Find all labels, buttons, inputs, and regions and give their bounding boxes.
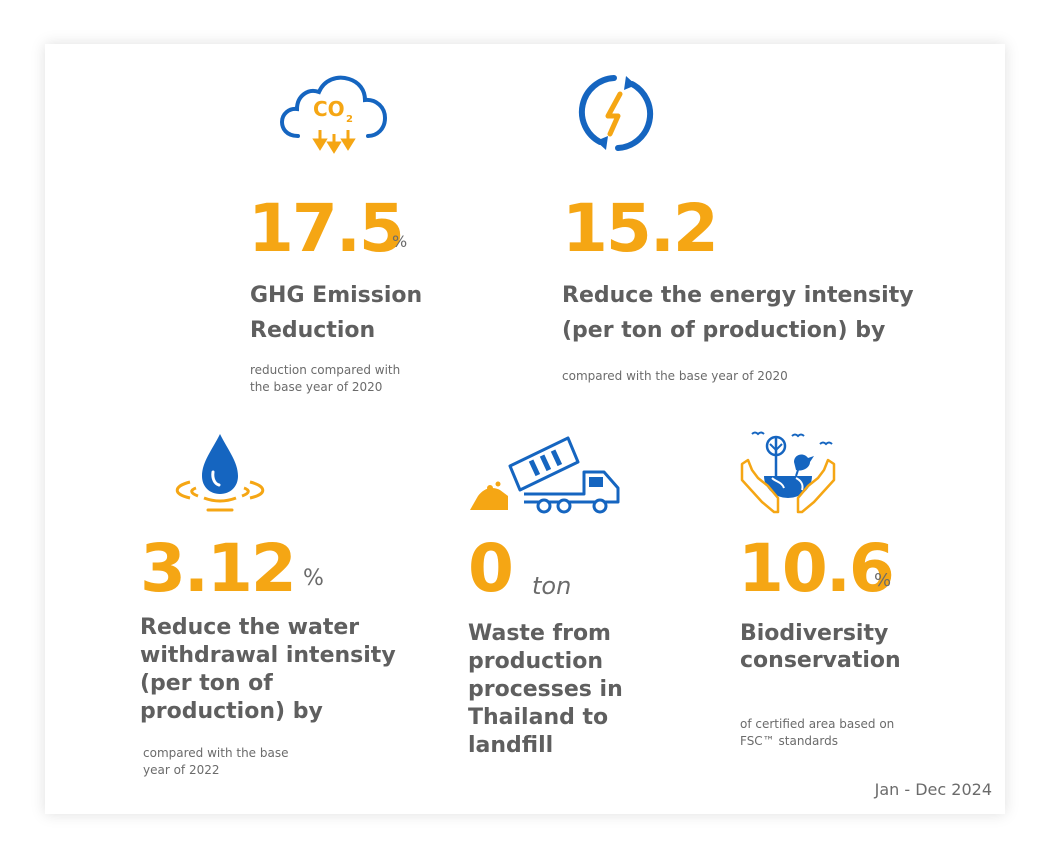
- reporting-period: Jan - Dec 2024: [874, 780, 992, 799]
- energy-value: 15.2: [562, 190, 719, 267]
- waste-value: 0: [468, 530, 514, 607]
- water-title-line3: (per ton of: [140, 671, 273, 696]
- ghg-title-line2: Reduction: [250, 318, 376, 343]
- co2-subscript: 2: [346, 114, 353, 125]
- waste-title-line3: processes in: [468, 677, 623, 702]
- water-note-line1: compared with the base: [143, 746, 289, 760]
- ghg-title-line1: GHG Emission: [250, 283, 423, 308]
- co2-label: CO: [313, 97, 345, 121]
- biodiversity-note-line1: of certified area based on: [740, 717, 895, 731]
- ghg-value: 17.5: [248, 190, 405, 267]
- energy-cycle-icon: [570, 72, 662, 154]
- water-note-line2: year of 2022: [143, 763, 220, 777]
- biodiversity-note-line2: FSC™ standards: [740, 734, 838, 748]
- infographic-card: [45, 44, 1005, 814]
- water-unit: %: [303, 566, 324, 591]
- ghg-unit: %: [392, 232, 408, 251]
- energy-title-line1: Reduce the energy intensity: [562, 283, 914, 308]
- energy-note-line1: compared with the base year of 2020: [562, 369, 788, 383]
- water-title-line1: Reduce the water: [140, 615, 360, 640]
- dump-truck-icon: [468, 432, 624, 516]
- water-value: 3.12: [140, 530, 297, 607]
- energy-title-line2: (per ton of production) by: [562, 318, 886, 343]
- biodiversity-title-line2: conservation: [740, 648, 901, 673]
- waste-unit: ton: [532, 572, 572, 600]
- ghg-note-line1: reduction compared with: [250, 363, 401, 377]
- waste-title-line1: Waste from: [468, 621, 611, 646]
- waste-title-line2: production: [468, 649, 603, 674]
- waste-title-line4: Thailand to: [468, 705, 609, 730]
- waste-title-line5: landfill: [468, 733, 554, 758]
- co2-cloud-icon: CO 2: [280, 72, 390, 154]
- water-drop-icon: [168, 432, 272, 516]
- biodiversity-value: 10.6: [738, 530, 895, 607]
- water-title-line4: production) by: [140, 699, 323, 724]
- water-title-line2: withdrawal intensity: [140, 643, 396, 668]
- biodiversity-title-line1: Biodiversity: [740, 621, 889, 646]
- biodiversity-unit: %: [874, 570, 892, 591]
- biodiversity-hands-icon: [738, 424, 838, 516]
- ghg-note-line2: the base year of 2020: [250, 380, 383, 394]
